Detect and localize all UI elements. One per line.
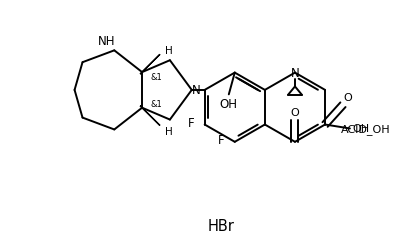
Text: N: N bbox=[192, 84, 201, 97]
Text: F: F bbox=[187, 117, 194, 130]
Text: HBr: HBr bbox=[208, 218, 235, 233]
Polygon shape bbox=[140, 106, 160, 126]
Text: O: O bbox=[343, 92, 352, 102]
Text: ACID_OH: ACID_OH bbox=[341, 123, 391, 134]
Text: O: O bbox=[291, 108, 299, 118]
Text: N: N bbox=[291, 67, 299, 80]
Text: F: F bbox=[218, 134, 224, 147]
Text: OH: OH bbox=[352, 124, 369, 134]
Text: OH: OH bbox=[220, 97, 238, 110]
Text: NH: NH bbox=[98, 35, 115, 48]
Text: H: H bbox=[165, 46, 173, 56]
Text: H: H bbox=[165, 127, 173, 137]
Polygon shape bbox=[140, 55, 160, 75]
Text: &1: &1 bbox=[150, 100, 162, 109]
Text: &1: &1 bbox=[150, 72, 162, 81]
